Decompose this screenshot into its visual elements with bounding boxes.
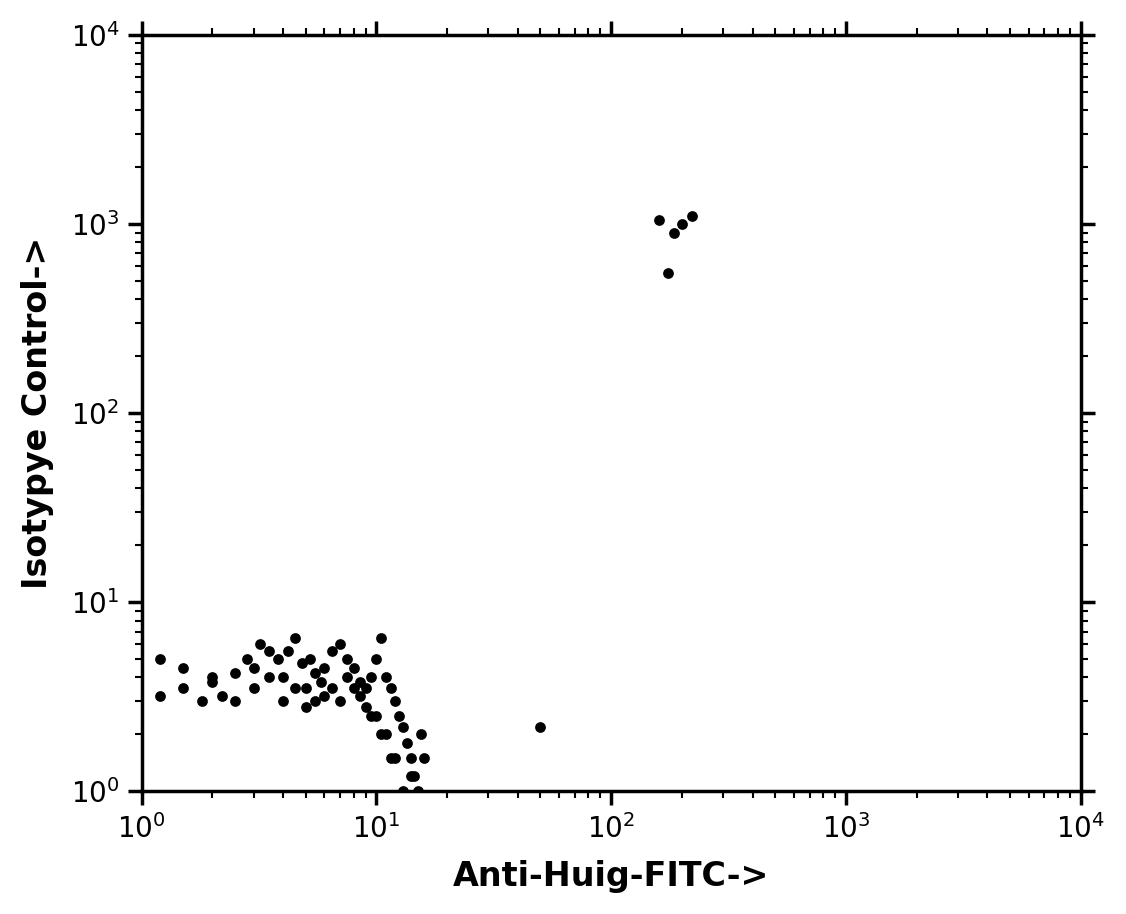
Point <box>397 736 415 750</box>
Point <box>173 681 191 696</box>
Point <box>664 225 682 239</box>
Point <box>173 661 191 675</box>
Point <box>338 670 356 685</box>
Point <box>345 681 363 696</box>
Point <box>286 631 304 645</box>
Point <box>363 708 381 723</box>
Point <box>531 719 549 734</box>
Point <box>357 681 375 696</box>
Point <box>402 750 420 765</box>
Point <box>279 644 297 659</box>
Point <box>260 644 278 659</box>
Point <box>386 750 404 765</box>
Point <box>297 681 315 696</box>
Point <box>394 719 412 734</box>
Y-axis label: Isotypye Control->: Isotypye Control-> <box>21 237 54 590</box>
Point <box>274 694 292 708</box>
Point <box>151 652 169 666</box>
Point <box>382 750 400 765</box>
Point <box>386 694 404 708</box>
Point <box>338 652 356 666</box>
Point <box>269 652 287 666</box>
Point <box>331 637 349 652</box>
Point <box>315 661 333 675</box>
Point <box>244 661 262 675</box>
Point <box>204 675 222 689</box>
Point <box>297 699 315 714</box>
Point <box>390 708 408 723</box>
Point <box>351 688 369 703</box>
X-axis label: Anti-Huig-FITC->: Anti-Huig-FITC-> <box>453 860 769 893</box>
Point <box>331 694 349 708</box>
Point <box>382 681 400 696</box>
Point <box>351 675 369 689</box>
Point <box>377 728 395 742</box>
Point <box>412 728 430 742</box>
Point <box>659 266 677 281</box>
Point <box>244 681 262 696</box>
Point <box>373 631 391 645</box>
Point <box>226 694 244 708</box>
Point <box>315 688 333 703</box>
Point <box>394 784 412 799</box>
Point <box>251 637 269 652</box>
Point <box>405 769 423 783</box>
Point <box>415 750 434 765</box>
Point <box>409 784 427 799</box>
Point <box>373 728 391 742</box>
Point <box>363 670 381 685</box>
Point <box>151 688 169 703</box>
Point <box>377 670 395 685</box>
Point <box>301 652 319 666</box>
Point <box>367 652 385 666</box>
Point <box>260 670 278 685</box>
Point <box>650 213 668 228</box>
Point <box>306 694 324 708</box>
Point <box>213 688 231 703</box>
Point <box>673 217 691 231</box>
Point <box>193 694 211 708</box>
Point <box>226 666 244 681</box>
Point <box>323 681 341 696</box>
Point <box>357 699 375 714</box>
Point <box>345 661 363 675</box>
Point <box>312 675 330 689</box>
Point <box>293 655 311 670</box>
Point <box>306 666 324 681</box>
Point <box>402 769 420 783</box>
Point <box>323 644 341 659</box>
Point <box>204 670 222 685</box>
Point <box>238 652 256 666</box>
Point <box>367 708 385 723</box>
Point <box>682 208 700 223</box>
Point <box>286 681 304 696</box>
Point <box>274 670 292 685</box>
